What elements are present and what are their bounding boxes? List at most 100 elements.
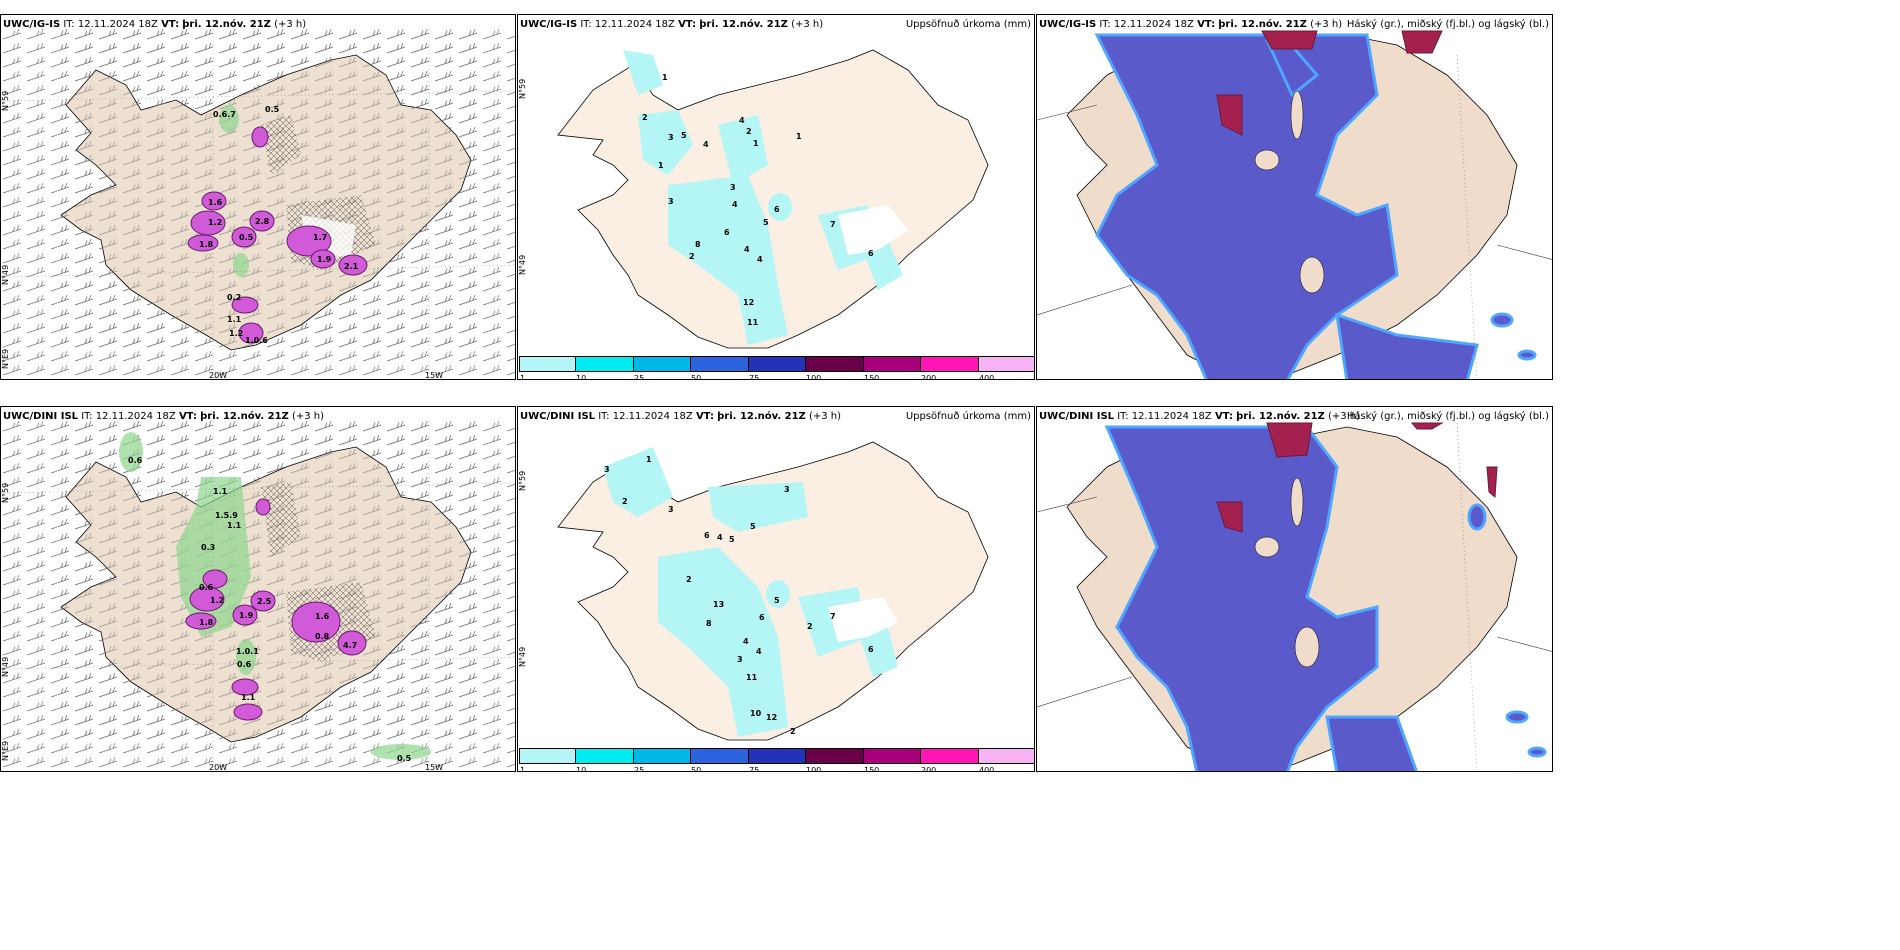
conv-label: 1.6 (208, 198, 223, 207)
precip-label: 3 (737, 655, 743, 664)
precip-label: 3 (668, 197, 674, 206)
precip-label: 1 (796, 132, 802, 141)
precip-label: 2 (686, 575, 692, 584)
panel-title: UWC/DINI ISL IT: 12.11.2024 18Z VT: þri.… (520, 411, 842, 422)
precip-label: 7 (830, 612, 836, 621)
precip-label: 6 (868, 645, 874, 654)
conv-label: 1.2 (210, 596, 225, 605)
panel-right-title: Háský (gr.), miðský (fj.bl.) og lágský (… (1346, 19, 1549, 30)
lat-label: N°49 (1, 656, 10, 677)
conv-label: 0.5 (397, 754, 412, 763)
precip-label: 2 (790, 727, 796, 736)
conv-label: 1.7 (313, 233, 328, 242)
conv-label: 1.1 (241, 693, 256, 702)
colorbar-swatch: 1 (519, 748, 576, 771)
conv-label: 1.8 (199, 618, 214, 627)
precip-label: 2 (622, 497, 628, 506)
wind-map (1, 29, 515, 379)
lat-label: N°59 (1, 90, 10, 111)
precip-label: 4 (717, 533, 723, 542)
lat-label: N°59 (518, 78, 527, 99)
panel-bot-precipitation: UWC/DINI ISL IT: 12.11.2024 18Z VT: þri.… (517, 406, 1035, 772)
panel-bot-wind-convective: UWC/DINI ISL IT: 12.11.2024 18Z VT: þri.… (0, 406, 516, 772)
conv-label: 2.5 (257, 597, 272, 606)
precip-label: 4 (743, 637, 749, 646)
conv-label: 1.0.1 (236, 647, 259, 656)
precip-label: 4 (732, 200, 738, 209)
convective-cells (185, 498, 367, 721)
lat-label: N°49 (518, 254, 527, 275)
colorbar-swatch: 50 (691, 748, 749, 771)
colorbar-swatch: 150 (864, 356, 921, 379)
conv-label: 2.8 (255, 217, 270, 226)
lat-label: N°59 (518, 470, 527, 491)
colorbar-swatch: 100 (806, 748, 864, 771)
high-cloud-areas (1216, 30, 1443, 136)
precip-label: 1 (662, 73, 668, 82)
precip-label: 4 (739, 116, 745, 125)
high-cloud-areas (1216, 422, 1498, 533)
precip-label: 12 (743, 298, 755, 307)
conv-label: 0.6 (128, 456, 143, 465)
conv-label: 0.6.7 (213, 110, 236, 119)
precip-label: 13 (713, 600, 725, 609)
precip-label: 6 (759, 613, 765, 622)
colorbar-swatch: 400 (979, 748, 1034, 771)
conv-label: 1.2 (208, 218, 223, 227)
precip-label: 6 (724, 228, 730, 237)
precip-colorbar: 1 10 25 50 75 100 150 200 400 (519, 356, 1034, 379)
precip-label: 12 (766, 713, 778, 722)
precip-label: 6 (774, 205, 780, 214)
colorbar-swatch: 400 (979, 356, 1034, 379)
lat-label: N°E9 (1, 348, 10, 369)
precip-label: 3 (730, 183, 736, 192)
conv-label: 0.6 (237, 660, 252, 669)
conv-label: 1.2 (229, 329, 244, 338)
colorbar-swatch: 1 (519, 356, 576, 379)
colorbar-swatch: 200 (921, 356, 979, 379)
panel-title: UWC/DINI ISL IT: 12.11.2024 18Z VT: þri.… (3, 411, 325, 422)
conv-label: 4.7 (343, 641, 358, 650)
precip-label: 6 (704, 531, 710, 540)
lon-label: 20W (209, 763, 228, 772)
colorbar-swatch: 100 (806, 356, 864, 379)
precip-label: 11 (747, 318, 759, 327)
precip-colorbar: 1 10 25 50 75 100 150 200 400 (519, 748, 1034, 771)
precip-label: 3 (784, 485, 790, 494)
precip-label: 4 (703, 140, 709, 149)
precip-label: 3 (604, 465, 610, 474)
conv-label: 0.8 (315, 632, 330, 641)
lon-label: 15W (425, 763, 444, 772)
colorbar-swatch: 150 (864, 748, 921, 771)
lat-label: N°E9 (1, 740, 10, 761)
precip-label: 10 (750, 709, 762, 718)
precip-label: 8 (695, 240, 701, 249)
mid-cloud-areas (1104, 425, 1547, 771)
conv-label: 1.1 (227, 521, 242, 530)
precip-label: 5 (729, 535, 735, 544)
panel-title: UWC/IG-IS IT: 12.11.2024 18Z VT: þri. 12… (1039, 19, 1343, 30)
precip-label: 1 (658, 161, 664, 170)
conv-label: 1.1 (213, 487, 228, 496)
panel-title: UWC/IG-IS IT: 12.11.2024 18Z VT: þri. 12… (520, 19, 824, 30)
conv-label: 1.9 (239, 611, 254, 620)
conv-label: 1.0.6 (245, 336, 268, 345)
precip-map (557, 441, 989, 741)
colorbar-swatch: 50 (691, 356, 749, 379)
conv-label: 1.5.9 (215, 511, 238, 520)
wind-map (1, 421, 515, 771)
conv-label: 1.1 (227, 315, 242, 324)
precip-label: 7 (830, 220, 836, 229)
panel-title: UWC/DINI ISL IT: 12.11.2024 18Z VT: þri.… (1039, 411, 1361, 422)
panel-bot-clouds: UWC/DINI ISL IT: 12.11.2024 18Z VT: þri.… (1036, 406, 1553, 772)
panel-top-clouds: UWC/IG-IS IT: 12.11.2024 18Z VT: þri. 12… (1036, 14, 1553, 380)
colorbar-swatch: 10 (576, 356, 634, 379)
precip-label: 5 (681, 131, 687, 140)
panel-right-title: Uppsöfnuð úrkoma (mm) (905, 411, 1031, 422)
conv-label: 0.5 (265, 105, 280, 114)
precip-label: 2 (746, 127, 752, 136)
precip-label: 3 (668, 133, 674, 142)
conv-label: 1.6 (315, 612, 330, 621)
colorbar-swatch: 25 (634, 356, 691, 379)
lat-label: N°59 (1, 482, 10, 503)
